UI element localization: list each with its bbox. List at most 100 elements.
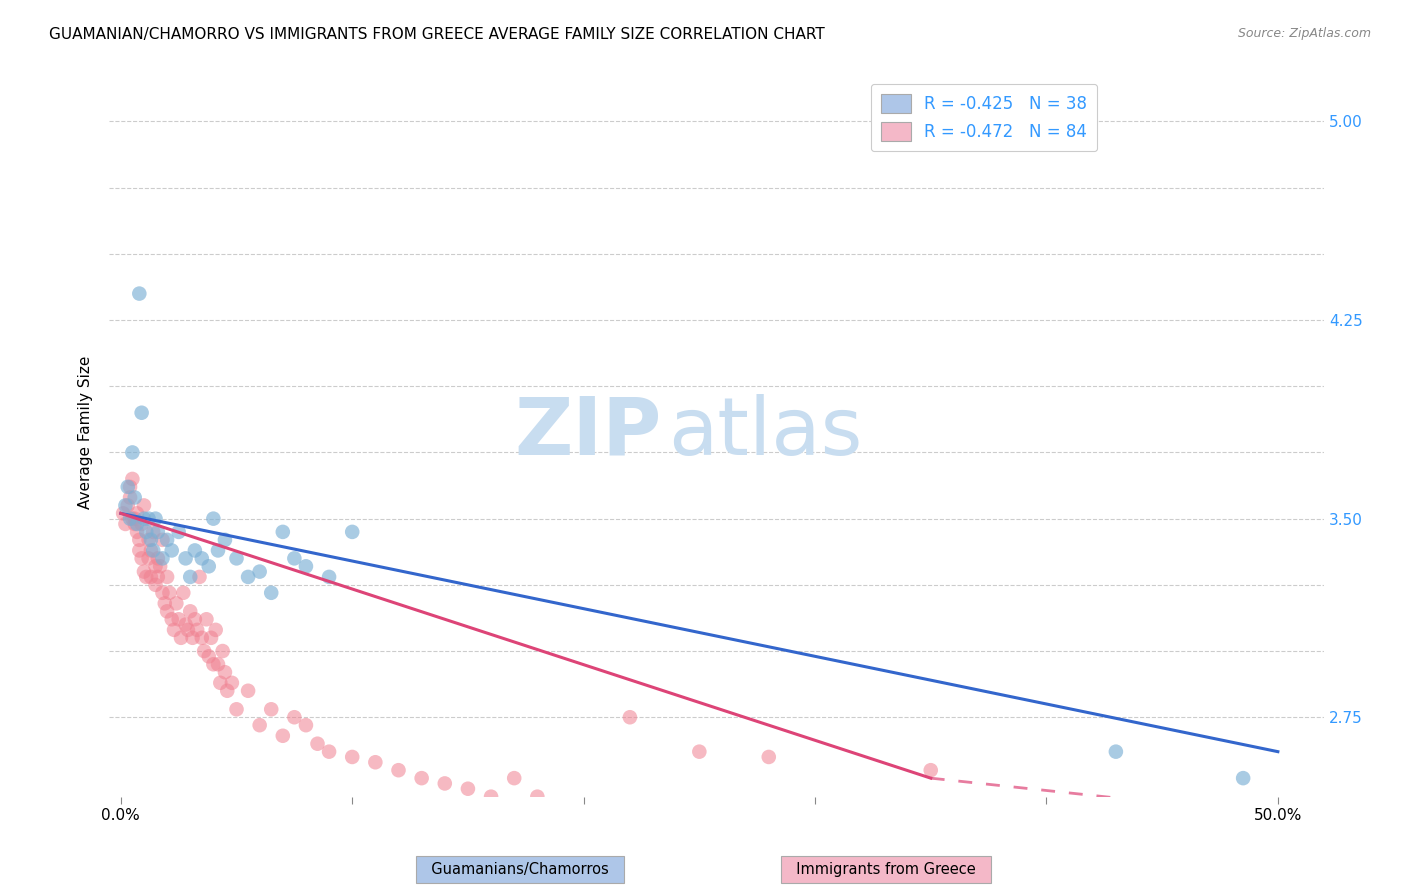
Point: [139, 533, 162, 547]
Point: [225, 551, 247, 566]
Point: [121, 511, 143, 525]
Point: [479, 789, 502, 804]
Point: [172, 586, 194, 600]
Point: [125, 516, 148, 531]
Point: [135, 570, 157, 584]
Point: [387, 763, 409, 777]
Point: [1232, 771, 1254, 785]
Point: [457, 781, 479, 796]
Point: [145, 511, 167, 525]
Point: [526, 789, 548, 804]
Point: [138, 551, 160, 566]
Point: [167, 524, 190, 539]
Point: [124, 491, 146, 505]
Point: [283, 551, 305, 566]
Point: [152, 586, 174, 600]
Point: [120, 511, 142, 525]
Point: [364, 756, 387, 770]
Point: [758, 750, 780, 764]
Point: [157, 586, 180, 600]
Point: [225, 702, 247, 716]
Point: [188, 570, 211, 584]
Point: [295, 559, 318, 574]
Point: [156, 604, 179, 618]
Point: [121, 445, 143, 459]
Point: [132, 499, 155, 513]
Point: [260, 586, 283, 600]
Text: ZIP: ZIP: [515, 393, 662, 472]
Point: [177, 623, 200, 637]
Point: [131, 551, 153, 566]
Point: [163, 623, 186, 637]
Point: [145, 559, 167, 574]
Point: [249, 718, 271, 732]
Point: [209, 675, 232, 690]
Point: [236, 570, 259, 584]
Point: [204, 623, 226, 637]
Text: Guamanians/Chamorros: Guamanians/Chamorros: [422, 863, 619, 877]
Point: [145, 578, 167, 592]
Point: [193, 644, 215, 658]
Point: [128, 533, 150, 547]
Point: [260, 702, 283, 716]
Point: [200, 631, 222, 645]
Point: [112, 507, 135, 521]
Point: [125, 524, 148, 539]
Point: [197, 649, 219, 664]
Text: Immigrants from Greece: Immigrants from Greece: [787, 863, 984, 877]
Point: [191, 551, 214, 566]
Point: [138, 511, 160, 525]
Point: [152, 551, 174, 566]
Point: [120, 491, 142, 505]
Point: [125, 507, 148, 521]
Point: [214, 533, 236, 547]
Legend: R = -0.425   N = 38, R = -0.472   N = 84: R = -0.425 N = 38, R = -0.472 N = 84: [870, 84, 1097, 151]
Text: atlas: atlas: [668, 393, 862, 472]
Point: [139, 570, 162, 584]
Point: [128, 286, 150, 301]
Point: [132, 511, 155, 525]
Point: [271, 729, 294, 743]
Point: [149, 559, 172, 574]
Point: [307, 737, 329, 751]
Point: [207, 657, 229, 672]
Point: [131, 406, 153, 420]
Point: [271, 524, 294, 539]
Point: [114, 499, 136, 513]
Point: [181, 631, 204, 645]
Point: [167, 612, 190, 626]
Point: [186, 623, 208, 637]
Point: [142, 524, 165, 539]
Point: [433, 776, 456, 790]
Point: [221, 675, 243, 690]
Point: [128, 543, 150, 558]
Point: [550, 797, 572, 812]
Point: [197, 559, 219, 574]
Point: [179, 604, 201, 618]
Point: [920, 763, 942, 777]
Point: [619, 710, 641, 724]
Point: [217, 683, 239, 698]
Point: [156, 570, 179, 584]
Point: [342, 750, 364, 764]
Point: [174, 551, 197, 566]
Point: [142, 543, 165, 558]
Text: GUAMANIAN/CHAMORRO VS IMMIGRANTS FROM GREECE AVERAGE FAMILY SIZE CORRELATION CHA: GUAMANIAN/CHAMORRO VS IMMIGRANTS FROM GR…: [49, 27, 825, 42]
Point: [411, 771, 433, 785]
Text: Source: ZipAtlas.com: Source: ZipAtlas.com: [1237, 27, 1371, 40]
Point: [114, 516, 136, 531]
Point: [211, 644, 233, 658]
Point: [295, 718, 318, 732]
Point: [174, 617, 197, 632]
Point: [139, 543, 162, 558]
Point: [1105, 745, 1128, 759]
Point: [132, 565, 155, 579]
Point: [120, 480, 142, 494]
Point: [283, 710, 305, 724]
Point: [138, 533, 160, 547]
Point: [160, 543, 183, 558]
Point: [236, 683, 259, 698]
Point: [153, 596, 176, 610]
Point: [572, 797, 595, 812]
Point: [170, 631, 193, 645]
